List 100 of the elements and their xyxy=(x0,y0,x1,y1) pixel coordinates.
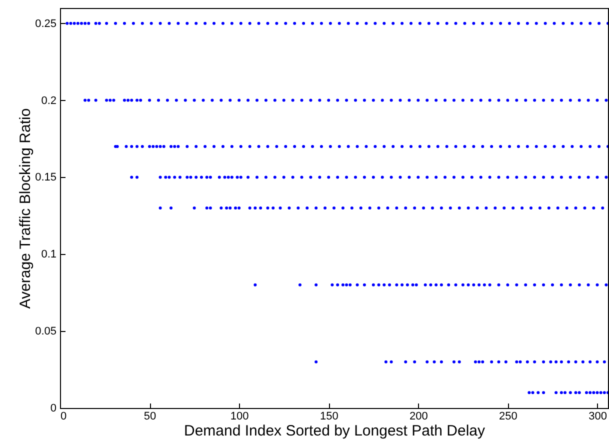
point xyxy=(372,176,375,179)
point xyxy=(330,283,334,286)
point xyxy=(518,360,522,364)
point xyxy=(218,176,221,179)
point xyxy=(585,391,588,394)
point xyxy=(282,176,286,179)
point xyxy=(461,176,464,179)
point xyxy=(526,360,529,364)
point xyxy=(272,206,275,210)
y-tick-label: 0 xyxy=(50,402,56,414)
point xyxy=(341,283,344,286)
point xyxy=(390,176,393,179)
point xyxy=(424,283,427,286)
point xyxy=(223,176,226,179)
point xyxy=(482,283,486,286)
point xyxy=(291,176,294,179)
point xyxy=(432,360,436,364)
point xyxy=(238,206,241,210)
point xyxy=(596,391,599,394)
point xyxy=(404,206,408,210)
point xyxy=(474,360,477,364)
point xyxy=(596,176,599,179)
point xyxy=(601,206,604,210)
point xyxy=(578,283,581,286)
point xyxy=(341,206,344,210)
x-tick-label: 0 xyxy=(60,410,67,422)
point xyxy=(178,176,182,179)
y-tick-label: 0.25 xyxy=(35,18,56,30)
point xyxy=(130,176,134,179)
x-tick-label: 50 xyxy=(144,410,156,422)
point xyxy=(408,176,411,179)
point xyxy=(382,283,386,286)
point xyxy=(549,360,552,364)
point xyxy=(254,206,257,210)
point xyxy=(273,176,276,179)
point xyxy=(278,206,282,210)
point xyxy=(454,283,458,286)
point xyxy=(362,176,366,179)
point xyxy=(362,283,366,286)
x-tick-label: 150 xyxy=(320,410,338,422)
point xyxy=(225,206,228,210)
point xyxy=(497,360,500,364)
point xyxy=(205,176,208,179)
point xyxy=(506,176,510,179)
point xyxy=(300,176,304,179)
point xyxy=(528,391,531,394)
point xyxy=(568,283,572,286)
point xyxy=(452,176,456,179)
point xyxy=(170,206,173,210)
point xyxy=(458,360,461,364)
point xyxy=(574,391,578,394)
point xyxy=(336,283,340,286)
point xyxy=(388,283,392,286)
point xyxy=(208,176,212,179)
point xyxy=(430,206,434,210)
point xyxy=(377,283,380,286)
point xyxy=(236,176,239,179)
point xyxy=(596,283,599,286)
point xyxy=(497,283,500,286)
point xyxy=(413,206,416,210)
point xyxy=(554,360,558,364)
point xyxy=(404,360,408,364)
point xyxy=(230,176,234,179)
point xyxy=(239,176,242,179)
point xyxy=(529,206,532,210)
point xyxy=(583,206,586,210)
point xyxy=(332,206,336,210)
point xyxy=(490,360,494,364)
point xyxy=(494,206,497,210)
y-tick-label: 0.05 xyxy=(35,326,56,338)
point xyxy=(586,176,590,179)
point xyxy=(200,176,203,179)
point xyxy=(497,176,500,179)
point xyxy=(472,283,476,286)
point xyxy=(542,283,546,286)
point xyxy=(298,283,302,286)
point xyxy=(560,360,563,364)
point xyxy=(406,283,409,286)
point xyxy=(386,206,390,210)
point xyxy=(550,283,554,286)
x-tick-label: 200 xyxy=(409,410,428,422)
point xyxy=(596,360,599,364)
point xyxy=(588,391,592,394)
point xyxy=(426,176,429,179)
point xyxy=(189,176,192,179)
point xyxy=(502,206,506,210)
point xyxy=(564,391,567,394)
point xyxy=(422,206,426,210)
point xyxy=(470,176,474,179)
point xyxy=(604,283,608,286)
point xyxy=(208,206,212,210)
point xyxy=(434,283,438,286)
point xyxy=(377,206,380,210)
point xyxy=(447,283,450,286)
point xyxy=(400,283,404,286)
point xyxy=(536,391,540,394)
point xyxy=(560,391,563,394)
point xyxy=(306,206,309,210)
point xyxy=(411,283,414,286)
point xyxy=(588,360,592,364)
